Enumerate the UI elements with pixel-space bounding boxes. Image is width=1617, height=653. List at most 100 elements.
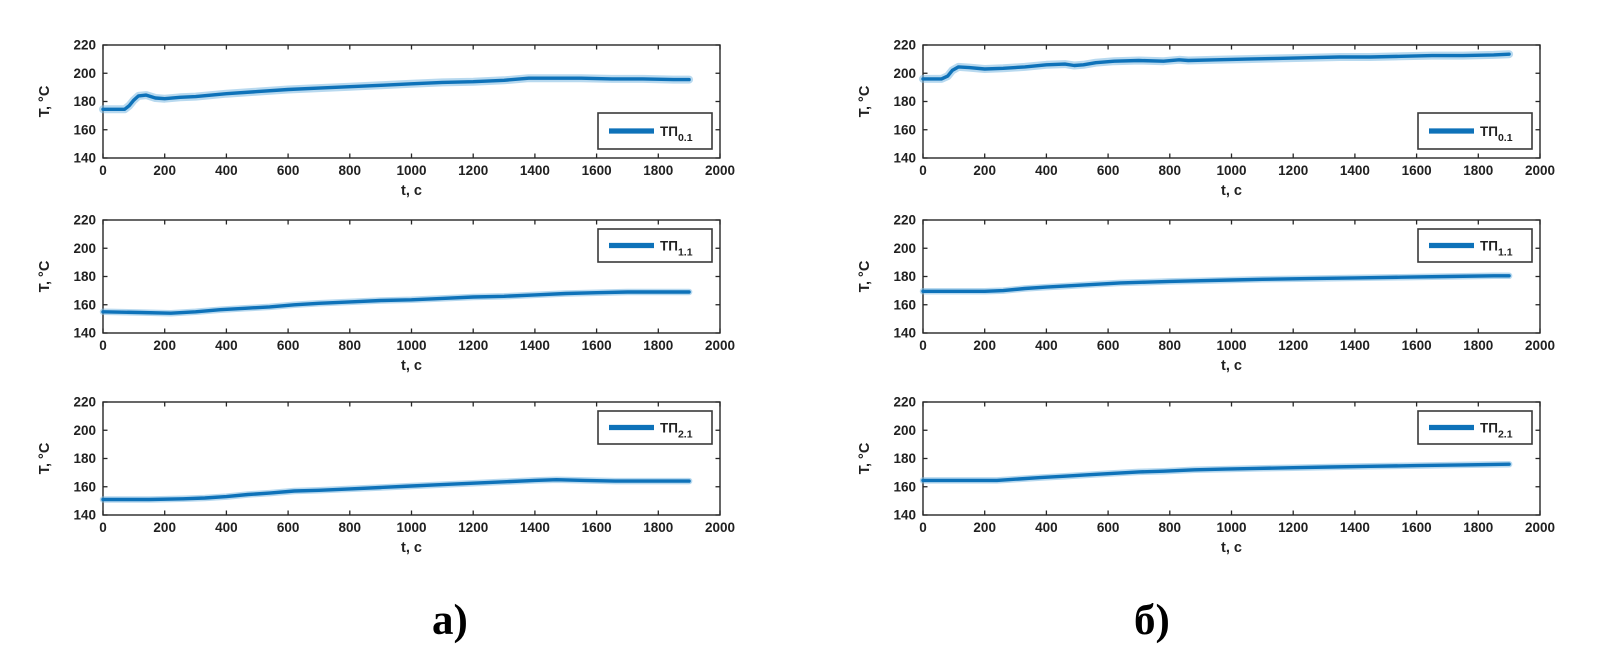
legend: ТП1.1 bbox=[1417, 228, 1533, 263]
x-tick-label: 800 bbox=[339, 520, 362, 535]
x-tick-label: 600 bbox=[1097, 520, 1120, 535]
x-tick-label: 0 bbox=[919, 163, 927, 178]
y-tick-label: 140 bbox=[893, 508, 916, 523]
x-tick-label: 1200 bbox=[1278, 520, 1308, 535]
y-tick-label: 200 bbox=[73, 66, 96, 81]
x-tick-label: 400 bbox=[1035, 338, 1058, 353]
y-tick-label: 180 bbox=[73, 451, 96, 466]
subplot-a-middle: 0 200 400 600 800 1000 1200 1400 1600 1800 2000 140… bbox=[28, 208, 748, 398]
x-tick-label: 200 bbox=[153, 338, 176, 353]
x-tick-label: 1000 bbox=[1216, 163, 1246, 178]
x-axis-label: t, с bbox=[401, 183, 422, 199]
y-axis-ticks: 140 160 180 200 220 bbox=[893, 213, 1540, 341]
y-tick-label: 180 bbox=[73, 94, 96, 109]
x-axis-ticks: 0 200 400 600 800 1000 1200 1400 1600 1800 2000 bbox=[99, 45, 735, 178]
y-tick-label: 160 bbox=[73, 297, 96, 312]
x-axis-ticks: 0 200 400 600 800 1000 1200 1400 1600 1800 2000 bbox=[919, 220, 1555, 353]
panel-caption-b: б) bbox=[1134, 597, 1170, 644]
x-tick-label: 1000 bbox=[396, 520, 426, 535]
x-axis-label: t, с bbox=[401, 358, 422, 374]
y-tick-label: 200 bbox=[73, 423, 96, 438]
x-tick-label: 200 bbox=[153, 520, 176, 535]
legend-entry-label: ТП2.1 bbox=[660, 421, 693, 441]
y-tick-label: 220 bbox=[893, 38, 916, 53]
subplot-a-bottom: 0 200 400 600 800 1000 1200 1400 1600 1800 2000 140… bbox=[28, 390, 748, 580]
y-tick-label: 160 bbox=[893, 122, 916, 137]
x-tick-label: 2000 bbox=[705, 163, 735, 178]
series-line bbox=[99, 74, 694, 114]
x-tick-label: 600 bbox=[1097, 163, 1120, 178]
y-axis-label: T, °C bbox=[37, 442, 53, 474]
x-tick-label: 0 bbox=[99, 520, 107, 535]
series-line bbox=[99, 288, 693, 317]
series-line bbox=[99, 476, 693, 503]
y-tick-label: 180 bbox=[73, 269, 96, 284]
x-tick-label: 800 bbox=[339, 338, 362, 353]
y-tick-label: 200 bbox=[893, 423, 916, 438]
x-tick-label: 0 bbox=[99, 338, 107, 353]
x-tick-label: 1200 bbox=[458, 163, 488, 178]
x-tick-label: 1400 bbox=[520, 338, 550, 353]
legend: ТП0.1 bbox=[1417, 112, 1533, 150]
x-tick-label: 2000 bbox=[1525, 163, 1555, 178]
chart-a-bottom-svg: 0 200 400 600 800 1000 1200 1400 1600 1800 2000140… bbox=[37, 395, 735, 557]
x-tick-label: 1000 bbox=[396, 338, 426, 353]
x-tick-label: 1000 bbox=[396, 163, 426, 178]
x-tick-label: 1800 bbox=[1463, 163, 1493, 178]
x-tick-label: 1200 bbox=[1278, 338, 1308, 353]
y-axis-ticks: 140 160 180 200 220 bbox=[73, 38, 720, 166]
x-tick-label: 800 bbox=[1159, 338, 1182, 353]
subplot-b-top: 0 200 400 600 800 1000 1200 1400 1600 1800 2000 140… bbox=[848, 33, 1568, 223]
y-tick-label: 140 bbox=[893, 151, 916, 166]
x-axis-ticks: 0 200 400 600 800 1000 1200 1400 1600 1800 2000 bbox=[99, 220, 735, 353]
x-tick-label: 600 bbox=[277, 338, 300, 353]
y-tick-label: 160 bbox=[73, 122, 96, 137]
x-tick-label: 1200 bbox=[458, 338, 488, 353]
series-line bbox=[919, 460, 1513, 484]
y-axis-ticks: 140 160 180 200 220 bbox=[893, 395, 1540, 523]
y-tick-label: 140 bbox=[73, 508, 96, 523]
legend: ТП0.1 bbox=[597, 112, 713, 150]
x-tick-label: 200 bbox=[973, 163, 996, 178]
x-tick-label: 200 bbox=[973, 338, 996, 353]
y-axis-ticks: 140 160 180 200 220 bbox=[73, 395, 720, 523]
x-tick-label: 800 bbox=[1159, 163, 1182, 178]
y-axis-label: T, °C bbox=[857, 442, 873, 474]
y-tick-label: 160 bbox=[893, 479, 916, 494]
y-tick-label: 180 bbox=[893, 451, 916, 466]
y-axis-ticks: 140 160 180 200 220 bbox=[893, 38, 1540, 166]
x-tick-label: 2000 bbox=[1525, 338, 1555, 353]
y-tick-label: 140 bbox=[893, 326, 916, 341]
x-axis-ticks: 0 200 400 600 800 1000 1200 1400 1600 1800 2000 bbox=[99, 402, 735, 535]
chart-b-bottom-svg: 0 200 400 600 800 1000 1200 1400 1600 1800 2000140… bbox=[857, 395, 1555, 557]
legend-entry-label: ТП1.1 bbox=[1480, 239, 1513, 259]
y-tick-label: 140 bbox=[73, 326, 96, 341]
y-tick-label: 220 bbox=[73, 213, 96, 228]
x-tick-label: 1600 bbox=[582, 520, 612, 535]
subplot-a-top: 0 200 400 600 800 1000 1200 1400 1600 1800 2000 140… bbox=[28, 33, 748, 223]
x-tick-label: 400 bbox=[215, 163, 238, 178]
x-tick-label: 0 bbox=[99, 163, 107, 178]
legend: ТП2.1 bbox=[597, 410, 713, 445]
y-tick-label: 220 bbox=[73, 38, 96, 53]
x-axis-ticks: 0 200 400 600 800 1000 1200 1400 1600 1800 2000 bbox=[919, 402, 1555, 535]
x-tick-label: 0 bbox=[919, 520, 927, 535]
y-axis-label: T, °C bbox=[37, 85, 53, 117]
x-tick-label: 2000 bbox=[705, 520, 735, 535]
x-tick-label: 400 bbox=[1035, 520, 1058, 535]
x-tick-label: 1800 bbox=[643, 163, 673, 178]
x-tick-label: 1600 bbox=[1402, 338, 1432, 353]
x-tick-label: 2000 bbox=[705, 338, 735, 353]
x-tick-label: 1000 bbox=[1216, 520, 1246, 535]
x-tick-label: 1400 bbox=[520, 163, 550, 178]
x-tick-label: 200 bbox=[153, 163, 176, 178]
y-tick-label: 200 bbox=[893, 66, 916, 81]
x-tick-label: 1200 bbox=[1278, 163, 1308, 178]
x-tick-label: 1600 bbox=[582, 338, 612, 353]
y-tick-label: 200 bbox=[73, 241, 96, 256]
subplot-b-middle: 0 200 400 600 800 1000 1200 1400 1600 1800 2000 140… bbox=[848, 208, 1568, 398]
x-tick-label: 1600 bbox=[1402, 520, 1432, 535]
y-axis-ticks: 140 160 180 200 220 bbox=[73, 213, 720, 341]
y-axis-label: T, °C bbox=[37, 260, 53, 292]
